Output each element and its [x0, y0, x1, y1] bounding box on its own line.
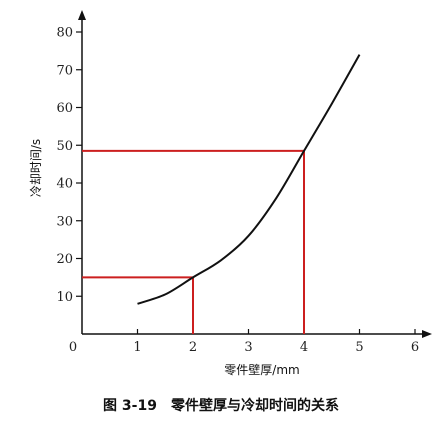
x-axis-arrow	[422, 330, 432, 338]
x-axis-label: 零件壁厚/mm	[224, 362, 299, 377]
x-tick-label: 4	[300, 340, 308, 355]
y-axis-arrow	[78, 10, 86, 20]
y-tick-label: 70	[56, 63, 73, 78]
x-tick-label: 6	[411, 340, 419, 355]
y-tick-label: 10	[56, 290, 73, 305]
y-tick-label: 40	[56, 177, 73, 192]
y-tick-label: 30	[56, 214, 73, 229]
y-tick-label: 80	[56, 26, 73, 41]
y-axis-label: 冷却时间/s	[29, 139, 43, 197]
x-tick-label: 5	[355, 340, 363, 355]
y-tick-label: 50	[56, 139, 73, 154]
x-ticks: 0 1 2 3 4 5 6	[69, 329, 419, 355]
x-tick-label: 2	[189, 340, 197, 355]
y-ticks: 10 20 30 40 50 60 70 80	[56, 26, 82, 305]
reference-lines	[82, 149, 305, 334]
y-tick-label: 20	[56, 252, 73, 267]
x-tick-label: 3	[244, 340, 252, 355]
figure-caption: 图 3-19 零件壁厚与冷却时间的关系	[103, 398, 339, 414]
x-tick-label: 0	[69, 340, 77, 355]
chart: 10 20 30 40 50 60 70 80 0 1 2 3 4 5 6 零件壁厚/mm 冷却时间/s	[29, 10, 432, 377]
y-tick-label: 60	[56, 101, 73, 116]
series	[137, 54, 361, 305]
x-tick-label: 1	[133, 340, 141, 355]
series-line	[137, 54, 361, 305]
